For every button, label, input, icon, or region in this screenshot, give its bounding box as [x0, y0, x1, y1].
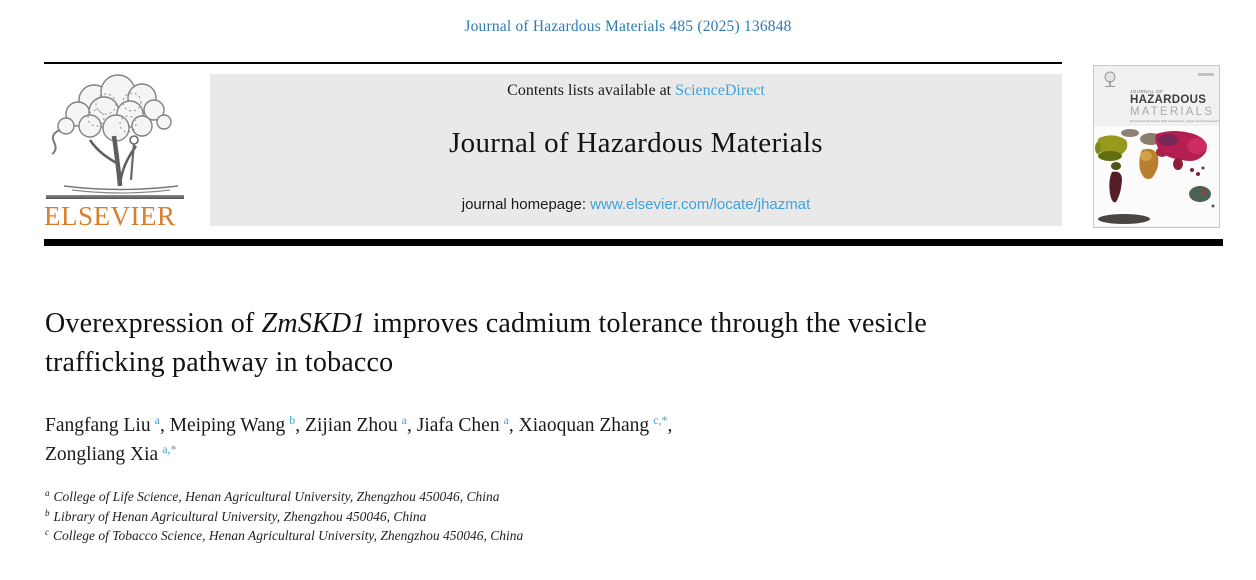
homepage-line: journal homepage: www.elsevier.com/locat… [210, 196, 1062, 213]
affiliation-row: a College of Life Science, Henan Agricult… [45, 487, 845, 507]
header-bottom-rule [44, 239, 1223, 246]
affiliation-text: Library of Henan Agricultural University… [53, 508, 427, 524]
cover-world-map [1094, 126, 1219, 226]
article-title: Overexpression of ZmSKD1 improves cadmiu… [45, 304, 990, 382]
affiliation-row: c College of Tobacco Science, Henan Agric… [45, 526, 845, 546]
title-text-rest: improves cadmium tolerance through the v… [45, 308, 927, 378]
cover-journal-of: JOURNAL OF [1130, 89, 1164, 94]
contents-text: Contents lists available at [507, 82, 676, 99]
author: Meiping Wang b, [169, 413, 306, 436]
sciencedirect-link[interactable]: ScienceDirect [675, 82, 765, 99]
contents-line: Contents lists available at ScienceDirec… [210, 82, 1062, 100]
author-affil-sup: a [503, 413, 509, 427]
affiliation-sup: b [45, 507, 50, 518]
author: Fangfang Liu a, [45, 413, 170, 436]
homepage-label: journal homepage: [461, 196, 591, 213]
author: Xiaoquan Zhang c,*, [518, 413, 673, 436]
affiliation-sup: c [45, 527, 49, 537]
cover-title-block: JOURNAL OF HAZARDOUS MATERIALS Environme… [1130, 89, 1219, 123]
affiliation-text: College of Life Science, Henan Agricultu… [53, 489, 500, 504]
cover-hazardous: HAZARDOUS [1130, 94, 1207, 106]
author-list: Fangfang Liu a, Meiping Wang b, Zijian Zho… [45, 411, 965, 469]
journal-banner: ELSEVIER Contents lists available at Sci… [44, 74, 1062, 231]
banner-journal-title: Journal of Hazardous Materials [449, 127, 823, 159]
elsevier-tree-icon [51, 74, 179, 194]
elsevier-logo: ELSEVIER [44, 74, 210, 231]
affiliation-row: b Library of Henan Agricultural Universit… [45, 507, 845, 527]
author: Zongliang Xia a,* [45, 442, 177, 465]
author: Zijian Zhou a, [305, 413, 417, 436]
author-affil-sup: b [289, 413, 296, 427]
author-affil-sup: a [154, 413, 160, 427]
author-affil-sup: c,* [653, 413, 668, 427]
banner-center-panel: Contents lists available at ScienceDirec… [210, 74, 1062, 226]
cover-materials: MATERIALS [1130, 106, 1215, 118]
title-text: Overexpression of [45, 308, 262, 339]
affiliation-sup: a [45, 488, 50, 498]
journal-reference-link[interactable]: Journal of Hazardous Materials 485 (2025… [464, 18, 792, 35]
author-affil-sup: a,* [162, 442, 177, 456]
cover-elsevier-tree-icon [1104, 71, 1116, 87]
elsevier-logo-ground [46, 195, 184, 199]
cover-issn-text [1198, 73, 1214, 76]
author: Jiafa Chen a, [416, 413, 519, 436]
author-affil-sup: a [401, 413, 407, 427]
elsevier-wordmark: ELSEVIER [44, 201, 176, 231]
header-top-rule [44, 62, 1062, 64]
affiliation-list: a College of Life Science, Henan Agricult… [45, 487, 845, 546]
journal-cover-thumbnail[interactable]: JOURNAL OF HAZARDOUS MATERIALS Environme… [1093, 65, 1220, 228]
affiliation-text: College of Tobacco Science, Henan Agricu… [53, 528, 524, 543]
homepage-link[interactable]: www.elsevier.com/locate/jhazmat [590, 196, 811, 213]
cover-subtitle: Environmental Control, Risk Assessment, … [1130, 119, 1220, 123]
title-gene-name: ZmSKD1 [261, 308, 366, 339]
